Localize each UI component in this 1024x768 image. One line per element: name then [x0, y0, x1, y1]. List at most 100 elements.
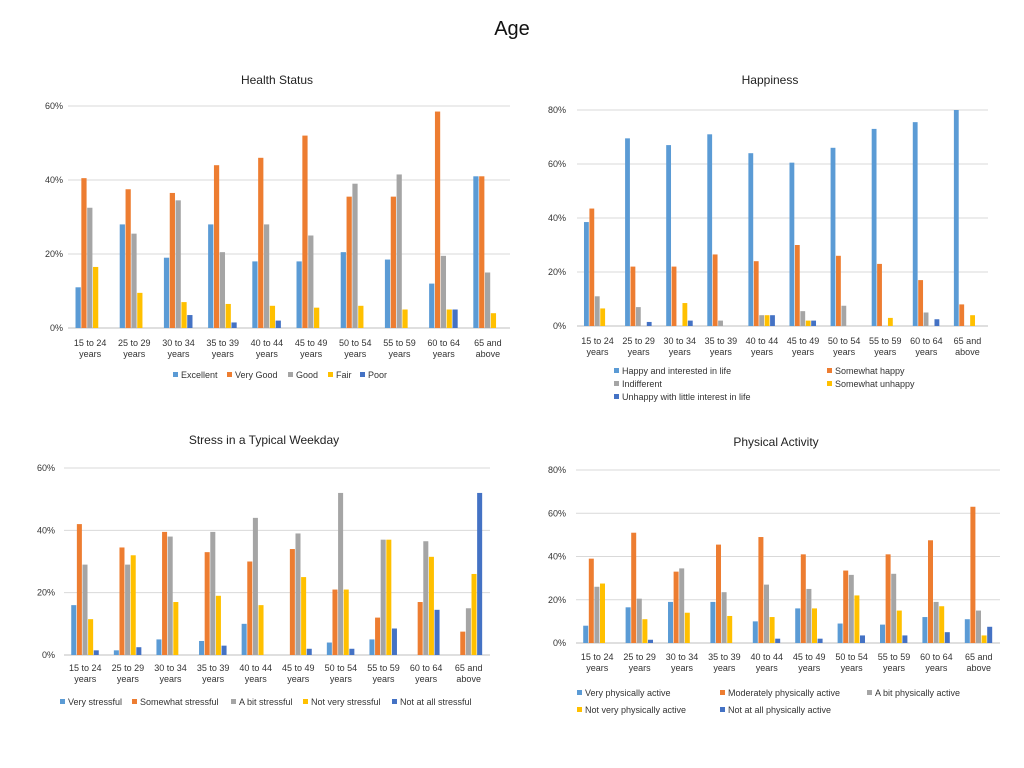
bar-good [308, 235, 314, 328]
legend-swatch [360, 372, 365, 377]
bar-not-at-all-physically-active [817, 638, 823, 643]
bar-a-bit-physically-active [891, 573, 897, 643]
legend-swatch [827, 381, 832, 386]
x-category-label: 15 to 24 years [69, 663, 102, 684]
x-category-label: 25 to 29 years [112, 663, 145, 684]
y-tick-label: 80% [548, 465, 566, 475]
legend-entry: Very Good [235, 370, 278, 380]
bar-very-physically-active [752, 621, 758, 643]
bar-excellent [163, 257, 170, 328]
legend-entry: Excellent [181, 370, 218, 380]
chart-title: Physical Activity [733, 435, 818, 449]
x-category-label: 45 to 49 years [295, 338, 328, 359]
chart-title: Health Status [241, 73, 313, 87]
bar-not-at-all-physically-active [647, 639, 653, 643]
legend-swatch [173, 372, 178, 377]
x-category-label: 45 to 49 years [787, 336, 820, 357]
bar-indifferent [635, 307, 641, 326]
bar-very-stressful [71, 605, 77, 655]
bar-very-stressful [241, 623, 247, 655]
legend-entry: Somewhat happy [835, 366, 905, 376]
x-category-label: 45 to 49 years [793, 652, 826, 673]
bar-not-very-stressful [258, 605, 264, 655]
legend-entry: A bit physically active [875, 688, 960, 698]
bar-very-physically-active [922, 617, 928, 643]
bar-fair [137, 292, 143, 328]
bar-very-stressful [156, 639, 162, 655]
x-category-label: 25 to 29 years [623, 652, 656, 673]
legend-entry: A bit stressful [239, 697, 293, 707]
bar-indifferent [800, 311, 806, 326]
bar-very-good [81, 178, 87, 328]
y-tick-label: 20% [45, 249, 63, 259]
bar-excellent [296, 261, 302, 328]
legend-swatch [328, 372, 333, 377]
bar-somewhat-stressful [417, 602, 423, 655]
bar-poor [452, 309, 458, 328]
bar-somewhat-happy [630, 266, 636, 326]
x-category-label: 40 to 44 years [239, 663, 272, 684]
bar-somewhat-happy [589, 208, 595, 326]
bar-very-good [258, 157, 264, 328]
bar-happy-and-interested-in-life [583, 222, 589, 326]
bar-good [396, 174, 402, 328]
x-category-label: 55 to 59 years [367, 663, 400, 684]
bar-unhappy-with-little-interest-in-life [687, 320, 693, 326]
bar-not-at-all-stressful [221, 645, 227, 655]
x-category-label: 25 to 29 years [622, 336, 655, 357]
bar-not-at-all-stressful [306, 648, 312, 655]
bar-unhappy-with-little-interest-in-life [770, 315, 775, 326]
bar-not-very-physically-active [727, 615, 733, 643]
bar-happy-and-interested-in-life [748, 153, 754, 326]
bar-moderately-physically-active [758, 537, 764, 643]
x-category-label: 60 to 64 years [920, 652, 953, 673]
bar-good [440, 255, 447, 328]
bar-poor [231, 322, 237, 328]
bar-indifferent [923, 312, 929, 326]
x-category-label: 60 to 64 years [910, 336, 943, 357]
bar-very-physically-active [964, 619, 970, 643]
legend-swatch [227, 372, 232, 377]
bar-somewhat-unhappy [682, 303, 688, 326]
legend-swatch [303, 699, 308, 704]
bar-a-bit-physically-active [806, 588, 812, 643]
bar-a-bit-physically-active [679, 568, 685, 643]
bar-fair [314, 307, 320, 328]
bar-happy-and-interested-in-life [871, 128, 877, 326]
x-category-label: 25 to 29 years [118, 338, 151, 359]
bar-very-physically-active [837, 623, 843, 643]
bar-very-good [169, 192, 175, 328]
legend-swatch [231, 699, 236, 704]
bar-not-at-all-stressful [434, 609, 440, 655]
bar-happy-and-interested-in-life [707, 134, 713, 326]
bar-somewhat-unhappy [970, 315, 975, 326]
bar-excellent [429, 283, 435, 328]
bar-a-bit-stressful [167, 536, 173, 655]
x-category-label: 65 and above [474, 338, 502, 359]
bar-somewhat-stressful [375, 617, 381, 655]
legend-swatch [614, 394, 619, 399]
bar-very-physically-active [795, 608, 801, 643]
bar-somewhat-unhappy [600, 308, 606, 326]
x-category-label: 15 to 24 years [74, 338, 107, 359]
bar-a-bit-stressful [465, 608, 471, 655]
legend-swatch [577, 690, 582, 695]
bar-excellent [473, 176, 479, 328]
bar-a-bit-physically-active [764, 584, 769, 643]
x-category-label: 35 to 39 years [206, 338, 239, 359]
bar-indifferent [718, 320, 723, 326]
bar-fair [269, 305, 276, 328]
x-category-label: 60 to 64 years [410, 663, 443, 684]
bar-somewhat-happy [712, 254, 718, 326]
bar-a-bit-physically-active [933, 601, 939, 643]
y-tick-label: 60% [548, 159, 566, 169]
bar-somewhat-stressful [247, 561, 253, 655]
legend-entry: Poor [368, 370, 387, 380]
bar-unhappy-with-little-interest-in-life [646, 321, 652, 326]
bar-unhappy-with-little-interest-in-life [811, 320, 817, 326]
x-category-label: 50 to 54 years [325, 663, 358, 684]
bar-somewhat-stressful [332, 589, 338, 655]
bar-not-very-physically-active [896, 610, 902, 643]
x-category-label: 15 to 24 years [581, 336, 614, 357]
bar-a-bit-stressful [295, 533, 301, 655]
